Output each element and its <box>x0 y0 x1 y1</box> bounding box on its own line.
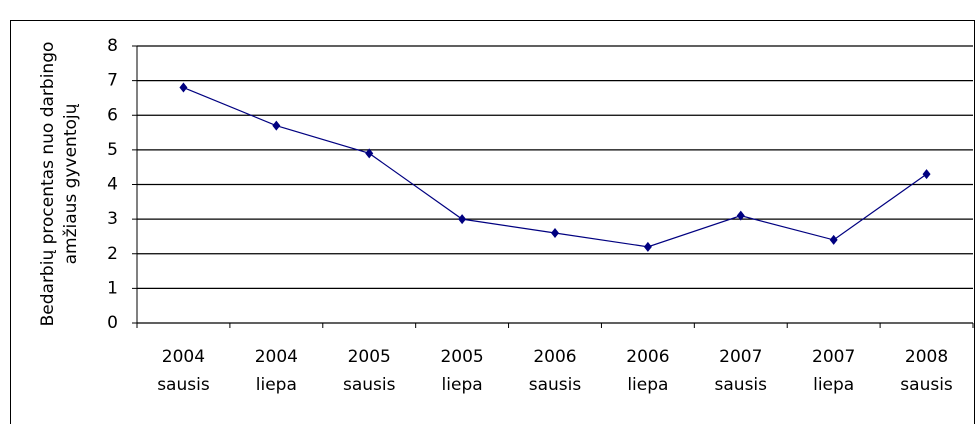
marker <box>829 234 838 245</box>
marker <box>922 169 931 180</box>
chart-frame <box>10 20 975 424</box>
x-tick-label: sausis <box>343 375 396 395</box>
x-tick-label: 2006 <box>533 347 576 367</box>
marker <box>179 82 188 93</box>
y-tick-label: 4 <box>107 175 118 195</box>
marker <box>551 227 559 238</box>
x-tick-label: 2007 <box>812 347 855 367</box>
marker <box>272 120 281 131</box>
x-tick-label: sausis <box>157 375 210 395</box>
x-tick-label: sausis <box>529 375 582 395</box>
y-tick-label: 0 <box>107 313 118 333</box>
x-tick-label: 2004 <box>255 347 298 367</box>
x-tick-label: 2007 <box>719 347 762 367</box>
x-tick-label: 2006 <box>626 347 669 367</box>
x-tick-label: 2008 <box>905 347 948 367</box>
x-tick-label: liepa <box>256 375 297 395</box>
y-tick-label: 1 <box>107 278 118 298</box>
x-tick-label: 2004 <box>162 347 205 367</box>
y-tick-label: 8 <box>107 36 118 56</box>
y-tick-label: 7 <box>107 71 118 91</box>
y-axis-label: Bedarbių procentas nuo darbingo <box>38 42 58 327</box>
x-tick-label: 2005 <box>440 347 483 367</box>
marker <box>365 148 374 159</box>
x-tick-label: 2005 <box>348 347 391 367</box>
x-tick-label: sausis <box>715 375 768 395</box>
y-axis-label: amžiaus gyventojų <box>61 103 81 264</box>
y-tick-label: 5 <box>107 140 118 160</box>
x-tick-label: liepa <box>813 375 854 395</box>
marker <box>643 241 652 252</box>
x-tick-label: liepa <box>442 375 483 395</box>
x-tick-label: liepa <box>627 375 668 395</box>
y-tick-label: 2 <box>107 244 118 264</box>
y-tick-label: 3 <box>107 209 118 229</box>
x-tick-label: sausis <box>900 375 953 395</box>
marker <box>736 210 745 221</box>
marker <box>458 214 467 225</box>
y-tick-label: 6 <box>107 105 118 125</box>
